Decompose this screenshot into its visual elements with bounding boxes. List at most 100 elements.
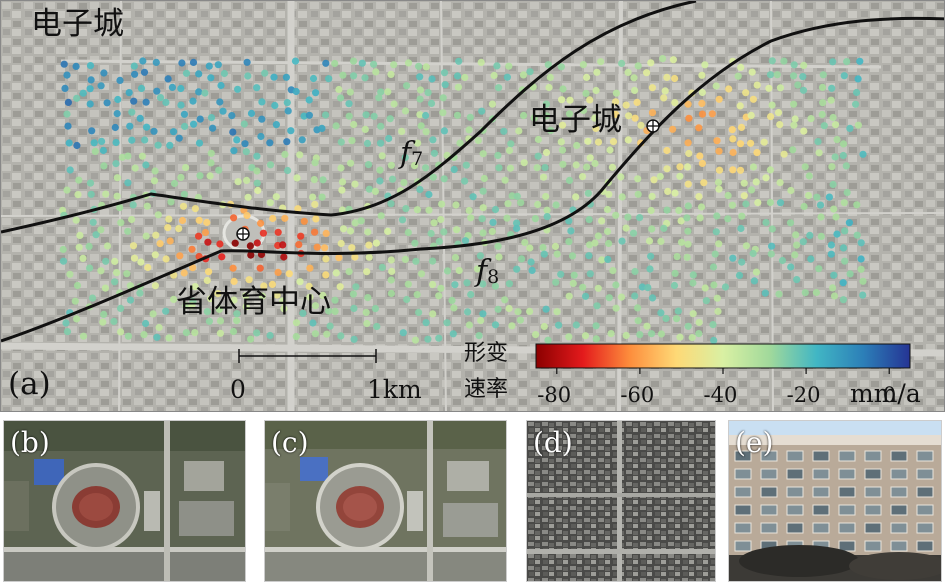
measurement-point-550 — [117, 219, 125, 227]
measurement-point-768 — [528, 266, 536, 274]
measurement-point-551 — [128, 215, 136, 224]
panel-label-e: (e) — [735, 426, 774, 459]
measurement-point-220 — [625, 112, 633, 120]
measurement-point-262 — [547, 126, 555, 134]
building-window-40 — [734, 540, 752, 552]
measurement-point-105 — [234, 85, 242, 93]
measurement-point-784 — [857, 265, 865, 273]
building-window-4 — [838, 450, 856, 462]
measurement-point-101 — [177, 84, 185, 93]
measurement-point-901 — [634, 304, 642, 312]
panel-label-c: (c) — [271, 426, 309, 459]
fault-line-f8 — [1, 16, 944, 343]
colorbar-title-line2: 速率 — [464, 377, 509, 402]
measurement-point-865 — [830, 292, 839, 300]
measurement-point-814 — [612, 281, 620, 289]
building-window-12 — [838, 468, 856, 480]
measurement-point-184 — [827, 96, 835, 104]
building-window-17 — [760, 486, 778, 498]
measurement-point-662 — [365, 241, 373, 249]
building-window-5 — [864, 450, 882, 462]
measurement-point-433 — [565, 176, 574, 184]
measurement-point-283 — [128, 136, 136, 144]
measurement-point-705 — [247, 251, 255, 259]
measurement-point-418 — [293, 174, 301, 182]
colorbar — [535, 343, 911, 369]
measurement-point-453 — [102, 190, 110, 198]
measurement-point-822 — [750, 277, 759, 285]
building-window-39 — [916, 522, 934, 534]
measurement-point-587 — [713, 212, 721, 220]
measurement-point-380 — [422, 164, 430, 172]
measurement-point-234 — [64, 122, 72, 130]
measurement-point-48 — [131, 70, 139, 78]
measurement-point-194 — [228, 112, 236, 120]
measurement-point-855 — [605, 294, 613, 302]
measurement-point-440 — [676, 172, 684, 180]
measurement-point-895 — [514, 308, 522, 316]
measurement-point-383 — [462, 161, 470, 169]
measurement-point-346 — [586, 154, 594, 162]
measurement-point-664 — [411, 239, 419, 247]
measurement-point-85 — [748, 68, 756, 76]
measurement-point-229 — [774, 109, 783, 117]
measurement-point-774 — [646, 265, 654, 273]
measurement-point-476 — [542, 192, 550, 201]
measurement-point-565 — [357, 217, 365, 225]
measurement-point-183 — [819, 99, 827, 107]
measurement-point-465 — [338, 186, 346, 194]
measurement-point-950 — [253, 329, 261, 337]
measurement-point-767 — [513, 265, 521, 273]
measurement-point-475 — [513, 192, 521, 200]
measurement-point-589 — [738, 212, 746, 220]
measurement-point-342 — [505, 146, 514, 155]
measurement-point-222 — [648, 109, 657, 117]
measurement-point-546 — [853, 201, 861, 209]
measurement-point-924 — [491, 321, 500, 329]
measurement-point-422 — [351, 180, 359, 188]
measurement-point-279 — [73, 141, 81, 150]
measurement-point-623 — [513, 224, 521, 232]
measurement-point-632 — [684, 227, 692, 235]
measurement-point-173 — [633, 98, 641, 106]
measurement-point-239 — [150, 127, 158, 135]
measurement-point-620 — [479, 229, 487, 237]
measurement-point-307 — [557, 138, 565, 146]
measurement-point-746 — [123, 270, 131, 278]
measurement-point-18 — [404, 59, 413, 67]
measurement-point-759 — [345, 268, 353, 276]
measurement-point-494 — [825, 193, 834, 201]
measurement-point-934 — [673, 315, 681, 323]
measurement-point-410 — [150, 177, 159, 185]
measurement-point-677 — [591, 239, 599, 247]
fault-f8-index: 8 — [487, 266, 500, 288]
measurement-point-87 — [773, 71, 781, 79]
measurement-point-947 — [216, 329, 224, 337]
measurement-point-626 — [594, 232, 602, 240]
measurement-point-720 — [518, 255, 526, 263]
measurement-point-536 — [697, 203, 706, 211]
measurement-point-697 — [130, 254, 139, 262]
measurement-point-126 — [612, 89, 621, 97]
measurement-point-747 — [144, 263, 152, 272]
measurement-point-193 — [219, 107, 227, 115]
measurement-point-482 — [634, 190, 642, 198]
measurement-point-714 — [401, 255, 409, 263]
measurement-point-944 — [165, 334, 173, 342]
measurement-point-391 — [583, 163, 591, 171]
measurement-point-621 — [488, 227, 496, 236]
measurement-point-659 — [321, 244, 329, 252]
measurement-point-74 — [526, 68, 534, 76]
measurement-point-798 — [305, 282, 313, 290]
measurement-point-81 — [663, 73, 671, 81]
measurement-point-771 — [586, 270, 594, 278]
stadium-marker — [236, 227, 250, 241]
measurement-point-792 — [203, 276, 211, 285]
building-window-45 — [864, 540, 882, 552]
measurement-point-263 — [558, 121, 567, 129]
measurement-point-610 — [322, 229, 330, 237]
measurement-point-403 — [801, 163, 809, 171]
measurement-point-93 — [61, 84, 69, 92]
measurement-point-548 — [72, 216, 80, 224]
measurement-point-255 — [417, 122, 425, 130]
